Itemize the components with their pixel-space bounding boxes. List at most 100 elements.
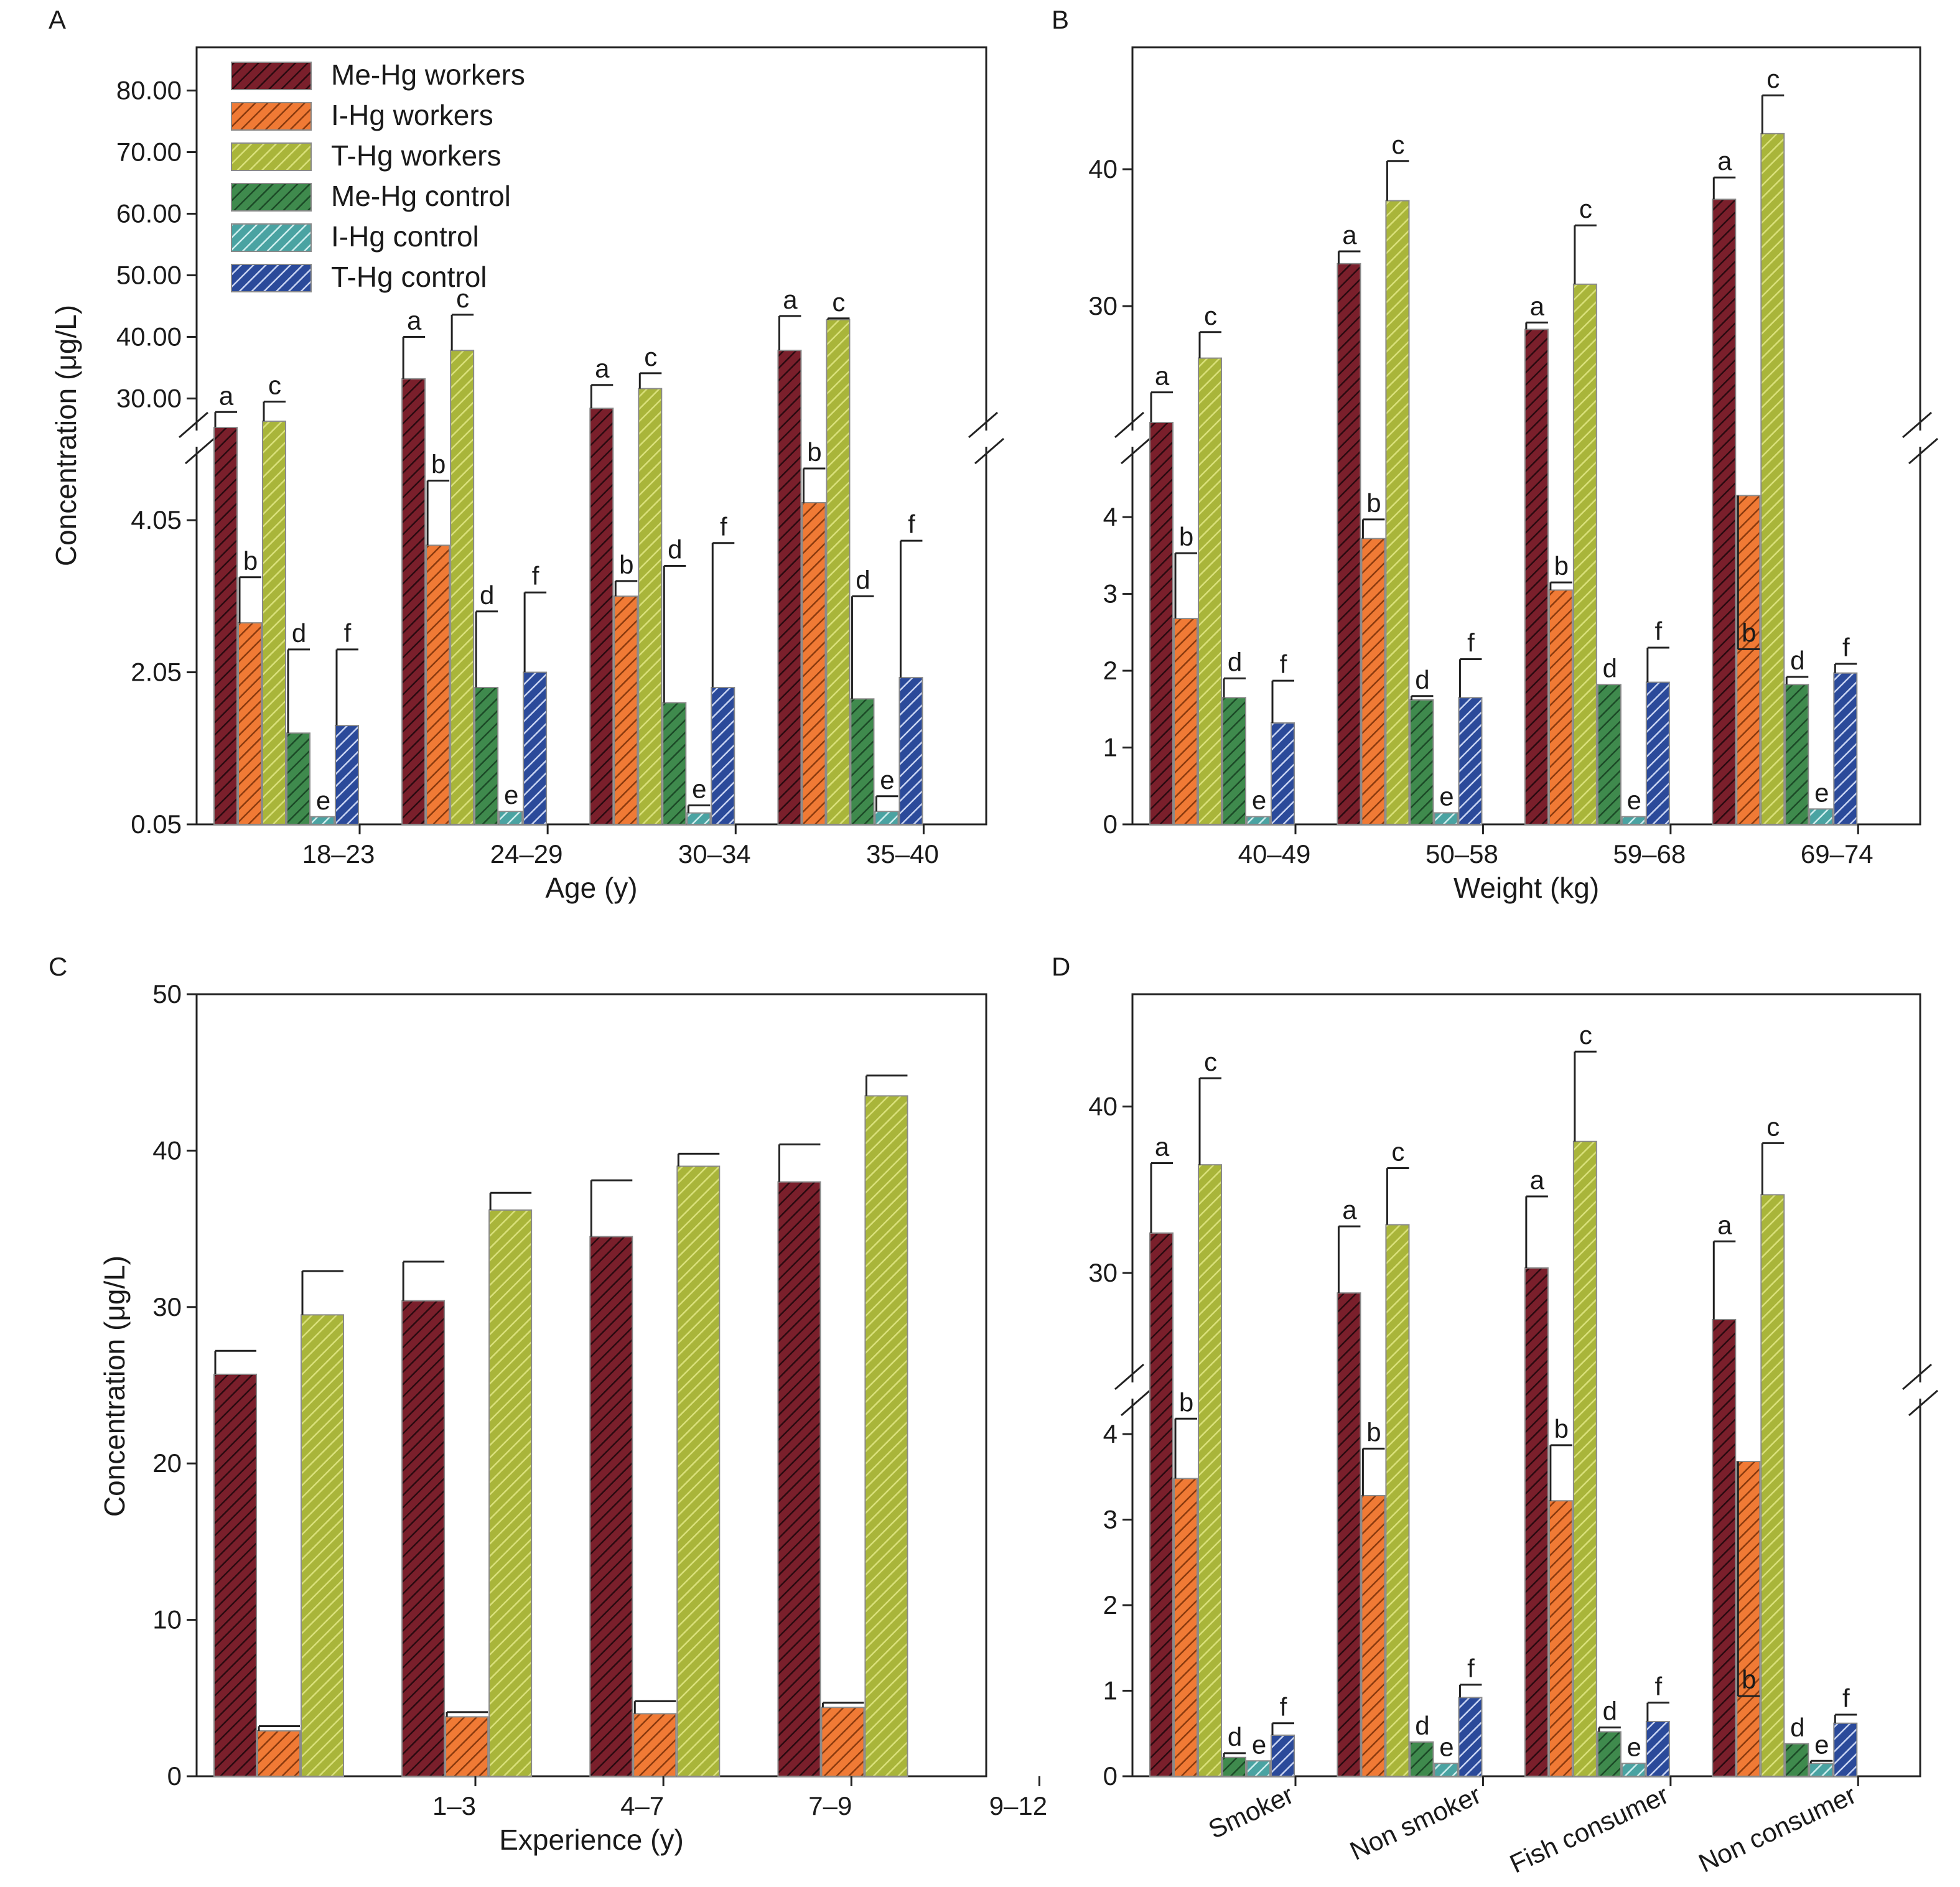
sig-letter: a — [783, 285, 798, 314]
bar-ihg_w-1 — [426, 544, 450, 825]
legend-swatch — [231, 142, 312, 171]
bar-mehg_w-0 — [213, 427, 238, 825]
x-tick-label: 59–68 — [1613, 839, 1686, 869]
sig-letter: d — [292, 618, 306, 648]
x-tick-label: 50–58 — [1426, 839, 1498, 869]
y-tick-label: 0 — [1103, 1761, 1118, 1791]
y-tick-label: 80.00 — [116, 76, 182, 105]
panel-label: A — [49, 5, 66, 34]
bar-thg_c-3 — [1833, 672, 1858, 825]
break-mark — [1902, 411, 1932, 439]
bar-ihg_w-1 — [445, 1716, 489, 1778]
bar-thg_w-1 — [1385, 200, 1410, 826]
sig-letter: f — [1842, 1684, 1850, 1713]
x-tick-label: Fish consumer — [1505, 1780, 1673, 1879]
sig-letter: a — [1342, 220, 1357, 249]
y-tick-label: 60.00 — [116, 199, 182, 228]
sig-letter: f — [1280, 1692, 1287, 1722]
sig-letter: e — [1814, 1730, 1829, 1759]
bar-mehg_w-0 — [1149, 1232, 1174, 1778]
axis-break-left — [194, 431, 199, 447]
sig-letter: b — [1742, 1665, 1756, 1694]
bar-thg_c-0 — [1271, 722, 1295, 825]
bar-ihg_w-1 — [1361, 538, 1386, 825]
x-tick-label: Non consumer — [1694, 1780, 1860, 1878]
sig-letter: a — [1530, 291, 1545, 320]
x-tick-label: 40–49 — [1238, 839, 1311, 869]
bar-mehg_c-0 — [1222, 697, 1246, 825]
bar-mehg_w-2 — [1524, 328, 1549, 825]
y-tick-label: 2.05 — [131, 658, 182, 687]
axis-break-left — [1130, 1382, 1135, 1399]
y-tick-label: 4.05 — [131, 505, 182, 534]
sig-letter: b — [431, 450, 446, 479]
x-tick-label: 1–3 — [432, 1791, 476, 1820]
sig-letter: c — [832, 287, 845, 317]
bar-thg_c-3 — [1833, 1722, 1858, 1777]
bar-ihg_w-2 — [614, 595, 638, 825]
axis-break-left — [1130, 431, 1135, 447]
bar-ihg_c-0 — [310, 816, 335, 826]
bar-thg_w-3 — [826, 319, 851, 825]
bar-ihg_w-2 — [633, 1713, 677, 1777]
break-mark — [968, 411, 998, 439]
sig-letter: b — [619, 550, 633, 579]
x-axis-title: Experience (y) — [499, 1824, 684, 1856]
sig-letter: c — [268, 370, 281, 399]
bar-ihg_w-0 — [238, 622, 262, 825]
legend-label: T-Hg workers — [331, 139, 501, 172]
bar-thg_c-2 — [1645, 1721, 1670, 1777]
sig-letter: c — [1391, 1137, 1404, 1167]
bar-mehg_w-0 — [1149, 422, 1174, 825]
bar-mehg_w-3 — [1712, 198, 1737, 825]
bar-ihg_w-2 — [1548, 1500, 1573, 1777]
bar-mehg_c-2 — [662, 702, 687, 826]
break-mark — [179, 411, 208, 439]
bar-ihg_w-1 — [1361, 1495, 1386, 1777]
x-tick-label: 35–40 — [866, 839, 939, 869]
sig-letter: e — [1252, 1730, 1266, 1759]
x-tick-label: 24–29 — [490, 839, 563, 869]
sig-letter: f — [532, 561, 539, 590]
x-axis-title: Age (y) — [545, 872, 637, 904]
bar-thg_w-3 — [864, 1095, 908, 1777]
bar-mehg_w-1 — [401, 378, 426, 825]
break-mark — [1121, 1389, 1150, 1417]
break-mark — [1114, 1363, 1144, 1391]
sig-letter: a — [219, 381, 234, 410]
bar-mehg_c-3 — [850, 698, 875, 826]
y-tick-label: 40 — [152, 1135, 182, 1165]
bar-mehg_c-0 — [286, 732, 310, 826]
sig-letter: b — [1179, 522, 1193, 551]
x-tick-label: Smoker — [1204, 1780, 1298, 1845]
sig-letter: a — [1155, 1132, 1170, 1162]
bar-mehg_w-3 — [777, 1181, 821, 1778]
panel-label: B — [1052, 5, 1069, 34]
bar-ihg_c-0 — [1246, 1760, 1271, 1777]
sig-letter: a — [1717, 146, 1732, 175]
sig-letter: c — [1391, 130, 1404, 159]
x-tick-label: 69–74 — [1801, 839, 1874, 869]
bar-mehg_w-3 — [777, 350, 802, 825]
y-tick-label: 40.00 — [116, 322, 182, 352]
bar-thg_c-2 — [1645, 681, 1670, 826]
bar-thg_c-3 — [898, 677, 923, 825]
bar-mehg_c-1 — [474, 687, 499, 825]
sig-letter: c — [644, 342, 657, 371]
y-tick-label: 30.00 — [116, 384, 182, 413]
sig-letter: b — [1742, 618, 1756, 648]
sig-letter: f — [1467, 628, 1475, 658]
bar-mehg_c-2 — [1597, 1731, 1622, 1777]
bar-ihg_w-3 — [821, 1707, 865, 1778]
legend-label: Me-Hg control — [331, 180, 511, 212]
panel-B: B 0 1 2 3 4 30 40 a a a a b b b b c c c c d d d d e e e e f f f f 40–49 5… — [1052, 5, 1938, 904]
y-tick-label: 2 — [1103, 1590, 1118, 1619]
y-tick-label: 4 — [1103, 1419, 1118, 1448]
legend-swatch — [231, 102, 312, 131]
bar-ihg_c-3 — [1809, 1763, 1834, 1777]
bar-mehg_w-1 — [1337, 263, 1361, 825]
break-mark — [185, 437, 215, 465]
sig-letter: d — [1790, 646, 1804, 675]
x-tick-label: 9–12 — [989, 1791, 1047, 1820]
